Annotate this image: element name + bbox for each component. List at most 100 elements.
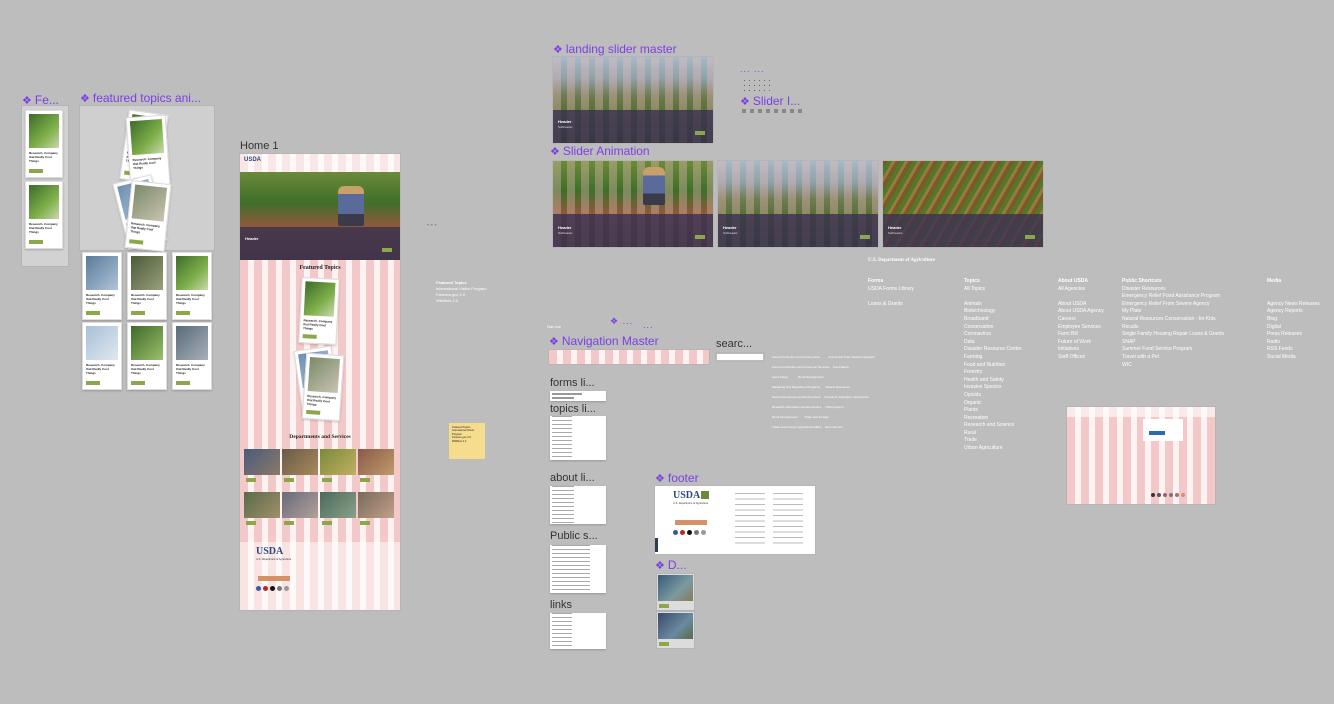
public-list[interactable] — [550, 545, 606, 593]
dept-button[interactable] — [360, 478, 370, 482]
footer-link[interactable]: Digital — [1267, 323, 1281, 330]
frame-title-featured-topics-ani[interactable]: ❖ featured topics ani... — [80, 91, 201, 105]
dept-tile[interactable] — [358, 449, 394, 475]
footer-link[interactable]: Agency Reports — [1267, 308, 1303, 315]
dept-button[interactable] — [322, 478, 332, 482]
footer-link[interactable]: Loans & Grants — [868, 300, 903, 307]
instagram-icon[interactable] — [694, 530, 699, 535]
footer-link[interactable]: Summer Food Service Program — [1122, 346, 1193, 353]
footer-link[interactable]: Forestry — [964, 369, 983, 376]
d-card-1[interactable] — [657, 574, 694, 610]
frame-title-fe[interactable]: ❖ Fe... — [22, 93, 59, 107]
topic-card[interactable]: Research. Company that Really Cool Thing… — [172, 252, 212, 320]
footer-link[interactable]: Farming — [964, 353, 983, 360]
featured-topics-ani-frame[interactable]: Research. Company that Really Cool Thing… — [80, 106, 214, 252]
topic-card[interactable]: Research. Company that Really Cool Thing… — [127, 322, 167, 390]
footer-link[interactable]: Initiatives — [1058, 346, 1079, 353]
footer-link[interactable]: My Plate — [1122, 308, 1142, 315]
frame-title-footer[interactable]: ❖ footer — [655, 471, 699, 485]
facebook-icon[interactable] — [673, 530, 678, 535]
footer-link[interactable]: Food and Nutrition — [964, 361, 1006, 368]
topic-card[interactable]: Research. Company that Really Cool Thing… — [82, 322, 122, 390]
frame-title-slider-animation[interactable]: ❖ Slider Animation — [550, 144, 650, 158]
hero-cta[interactable] — [382, 248, 392, 252]
footer-link[interactable]: Plants — [964, 407, 978, 414]
footer-link[interactable]: Future of Work — [1058, 338, 1091, 345]
frame-title-topics[interactable]: topics li... — [550, 403, 596, 415]
dept-button[interactable] — [284, 521, 294, 525]
footer-link[interactable] — [1267, 286, 1320, 294]
slider-cta[interactable] — [695, 131, 705, 135]
frame-title-slider-i[interactable]: ❖ Slider I... — [740, 94, 801, 108]
footer-link[interactable]: Invasive Species — [964, 384, 1002, 391]
footer-link[interactable]: WIC — [1122, 361, 1132, 368]
footer-link[interactable]: Recalls — [1122, 323, 1139, 330]
footer-link[interactable]: Farm Bill — [1058, 331, 1078, 338]
search-input[interactable] — [716, 353, 764, 361]
about-list[interactable] — [550, 486, 606, 524]
footer-link[interactable]: Disaster Resource Center — [964, 346, 1022, 353]
fe-frame[interactable]: Research. Company that Really Cool Thing… — [22, 106, 68, 266]
dept-tile[interactable] — [244, 492, 280, 518]
slide-cta[interactable] — [695, 235, 705, 239]
footer-link[interactable]: Employee Services — [1058, 323, 1101, 330]
footer-link[interactable]: Trade — [964, 437, 977, 444]
slide-cta[interactable] — [1025, 235, 1035, 239]
mega-menu-frame[interactable] — [1067, 407, 1215, 504]
slide-1[interactable]: Header Subheader — [553, 161, 713, 247]
frame-title-landing-slider-master[interactable]: ❖ landing slider master — [553, 42, 677, 56]
footer-link[interactable]: Coronavirus — [964, 331, 991, 338]
forms-list[interactable] — [550, 391, 606, 401]
featured-card[interactable]: Research. Company that Really Cool Thing… — [298, 277, 340, 345]
frame-title-about[interactable]: about li... — [550, 472, 595, 484]
dept-tile[interactable] — [244, 449, 280, 475]
dept-tile[interactable] — [320, 492, 356, 518]
d-card-2[interactable] — [657, 612, 694, 648]
topics-list[interactable] — [550, 416, 606, 460]
footer-link[interactable]: Opioids — [964, 391, 981, 398]
twitter-icon[interactable] — [687, 530, 692, 535]
footer-link[interactable]: Data — [964, 338, 975, 345]
footer-link[interactable]: About USDA — [1058, 300, 1087, 307]
footer-link[interactable]: Natural Resources Conservation - for Kid… — [1122, 315, 1216, 322]
footer-link[interactable]: Conservation — [964, 323, 994, 330]
footer-link[interactable]: All Topics — [964, 285, 986, 292]
footer-link[interactable]: SNAP — [1122, 338, 1136, 345]
topic-card[interactable]: Research. Company that Really Cool Thing… — [127, 252, 167, 320]
signup-button[interactable] — [1149, 431, 1165, 435]
footer-link[interactable]: Rural — [964, 429, 976, 436]
footer-link[interactable]: Social Media — [1267, 353, 1296, 360]
topic-card[interactable]: Research. Company that Really Cool Thing… — [82, 252, 122, 320]
frame-title-navigation-master[interactable]: ❖ Navigation Master — [549, 334, 659, 348]
sticky-note[interactable]: Featured Topics International Visitor Pr… — [449, 423, 485, 459]
footer-link[interactable]: Research and Science — [964, 422, 1015, 429]
dept-tile[interactable] — [320, 449, 356, 475]
dept-button[interactable] — [246, 478, 256, 482]
feature-card[interactable]: Research. Company that Really Cool Thing… — [25, 110, 63, 178]
frame-title-home1[interactable]: Home 1 — [240, 140, 279, 152]
footer-link[interactable]: Animals — [964, 300, 982, 307]
footer-link[interactable]: Organic — [964, 399, 982, 406]
slide-3[interactable]: Header Subheader — [883, 161, 1043, 247]
slide-2[interactable]: Header Subheader — [718, 161, 878, 247]
feature-card[interactable]: Research. Company that Really Cool Thing… — [25, 181, 63, 249]
footer-link[interactable]: Biotechnology — [964, 308, 996, 315]
footer-link[interactable]: About USDA Agency — [1058, 308, 1104, 315]
featured-card[interactable]: Research. Company that Really Cool Thing… — [301, 352, 345, 422]
footer-link[interactable] — [1267, 293, 1320, 301]
navigation-master-frame[interactable] — [549, 350, 709, 364]
frame-title-forms[interactable]: forms li... — [550, 377, 595, 389]
footer-link[interactable]: Blog — [1267, 315, 1278, 322]
frame-title-search[interactable]: searc... — [716, 338, 753, 350]
frame-title-links[interactable]: links — [550, 599, 573, 611]
dept-button[interactable] — [360, 521, 370, 525]
footer-link[interactable]: Press Releases — [1267, 331, 1303, 338]
youtube-icon[interactable] — [680, 530, 685, 535]
links-list[interactable] — [550, 613, 606, 649]
footer-link[interactable]: Health and Safety — [964, 376, 1004, 383]
home1-frame[interactable]: USDA Header Featured Topics Research. Co… — [240, 154, 400, 610]
footer-link[interactable] — [1058, 293, 1104, 301]
footer-link[interactable]: Staff Offices — [1058, 353, 1086, 360]
footer-signup-button[interactable] — [258, 576, 290, 581]
flickr-icon[interactable] — [701, 530, 706, 535]
